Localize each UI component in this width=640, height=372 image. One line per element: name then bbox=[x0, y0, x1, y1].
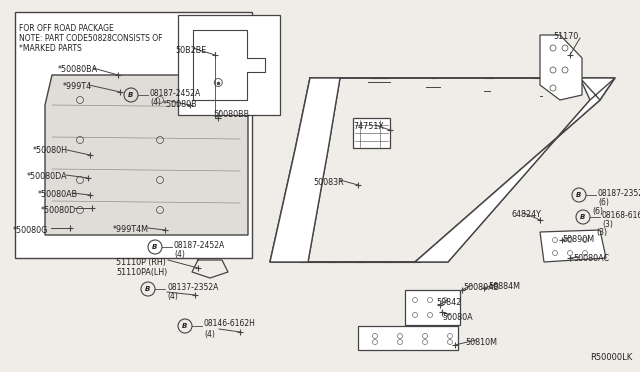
Text: 08187-2352A: 08187-2352A bbox=[598, 189, 640, 198]
Text: 51110PA(LH): 51110PA(LH) bbox=[116, 268, 167, 277]
Text: B: B bbox=[580, 214, 586, 220]
Text: 50842: 50842 bbox=[436, 298, 461, 307]
Text: (6): (6) bbox=[598, 199, 609, 208]
Polygon shape bbox=[270, 78, 340, 262]
Text: 08137-2352A: 08137-2352A bbox=[167, 282, 218, 292]
Text: 74751X: 74751X bbox=[353, 122, 384, 131]
Text: B: B bbox=[128, 92, 134, 98]
Text: *999T4M: *999T4M bbox=[113, 225, 149, 234]
Polygon shape bbox=[540, 35, 582, 100]
Polygon shape bbox=[45, 75, 248, 235]
Text: NOTE: PART CODE50828CONSISTS OF: NOTE: PART CODE50828CONSISTS OF bbox=[19, 34, 163, 43]
Text: *50080AB: *50080AB bbox=[38, 190, 78, 199]
Text: 51110P (RH): 51110P (RH) bbox=[116, 258, 166, 267]
Polygon shape bbox=[415, 78, 615, 262]
Text: B: B bbox=[576, 192, 582, 198]
Polygon shape bbox=[353, 118, 390, 148]
Text: *MARKED PARTS: *MARKED PARTS bbox=[19, 44, 82, 53]
Text: (6): (6) bbox=[592, 207, 603, 216]
Text: 50080AC: 50080AC bbox=[573, 254, 609, 263]
Text: 50083R: 50083R bbox=[313, 178, 344, 187]
Text: 08168-6161A: 08168-6161A bbox=[602, 211, 640, 219]
Bar bbox=[15, 12, 252, 258]
Text: *999T4: *999T4 bbox=[63, 82, 92, 91]
Text: 51170: 51170 bbox=[553, 32, 579, 41]
Text: (4): (4) bbox=[150, 99, 161, 108]
Text: 50B2BE: 50B2BE bbox=[175, 46, 206, 55]
Text: 50080A: 50080A bbox=[442, 313, 472, 322]
Text: (3): (3) bbox=[596, 228, 607, 237]
Polygon shape bbox=[358, 326, 458, 350]
Text: *50080G: *50080G bbox=[13, 226, 49, 235]
Text: R50000LK: R50000LK bbox=[589, 353, 632, 362]
Polygon shape bbox=[540, 230, 606, 262]
Polygon shape bbox=[270, 78, 615, 262]
Text: 50810M: 50810M bbox=[465, 338, 497, 347]
Text: B: B bbox=[182, 323, 188, 329]
Text: 50080AB: 50080AB bbox=[463, 283, 499, 292]
Text: 50884M: 50884M bbox=[488, 282, 520, 291]
Text: 08187-2452A: 08187-2452A bbox=[150, 89, 201, 97]
Text: *50080D: *50080D bbox=[41, 206, 76, 215]
Text: (4): (4) bbox=[174, 250, 185, 260]
Text: B: B bbox=[145, 286, 150, 292]
Text: (3): (3) bbox=[602, 221, 613, 230]
Polygon shape bbox=[405, 290, 460, 325]
Text: (4): (4) bbox=[167, 292, 178, 301]
Text: *50080H: *50080H bbox=[33, 146, 68, 155]
Bar bbox=[178, 15, 280, 115]
Text: *50080BA: *50080BA bbox=[58, 65, 98, 74]
Text: *50080B: *50080B bbox=[163, 100, 198, 109]
Text: (4): (4) bbox=[204, 330, 215, 339]
Text: FOR OFF ROAD PACKAGE: FOR OFF ROAD PACKAGE bbox=[19, 24, 114, 33]
Text: B: B bbox=[152, 244, 157, 250]
Text: 50890M: 50890M bbox=[562, 235, 594, 244]
Text: *50080DA: *50080DA bbox=[27, 172, 68, 181]
Text: 64824Y: 64824Y bbox=[511, 210, 541, 219]
Text: 08187-2452A: 08187-2452A bbox=[174, 241, 225, 250]
Text: 08146-6162H: 08146-6162H bbox=[204, 320, 256, 328]
Text: 50080BB: 50080BB bbox=[213, 110, 249, 119]
